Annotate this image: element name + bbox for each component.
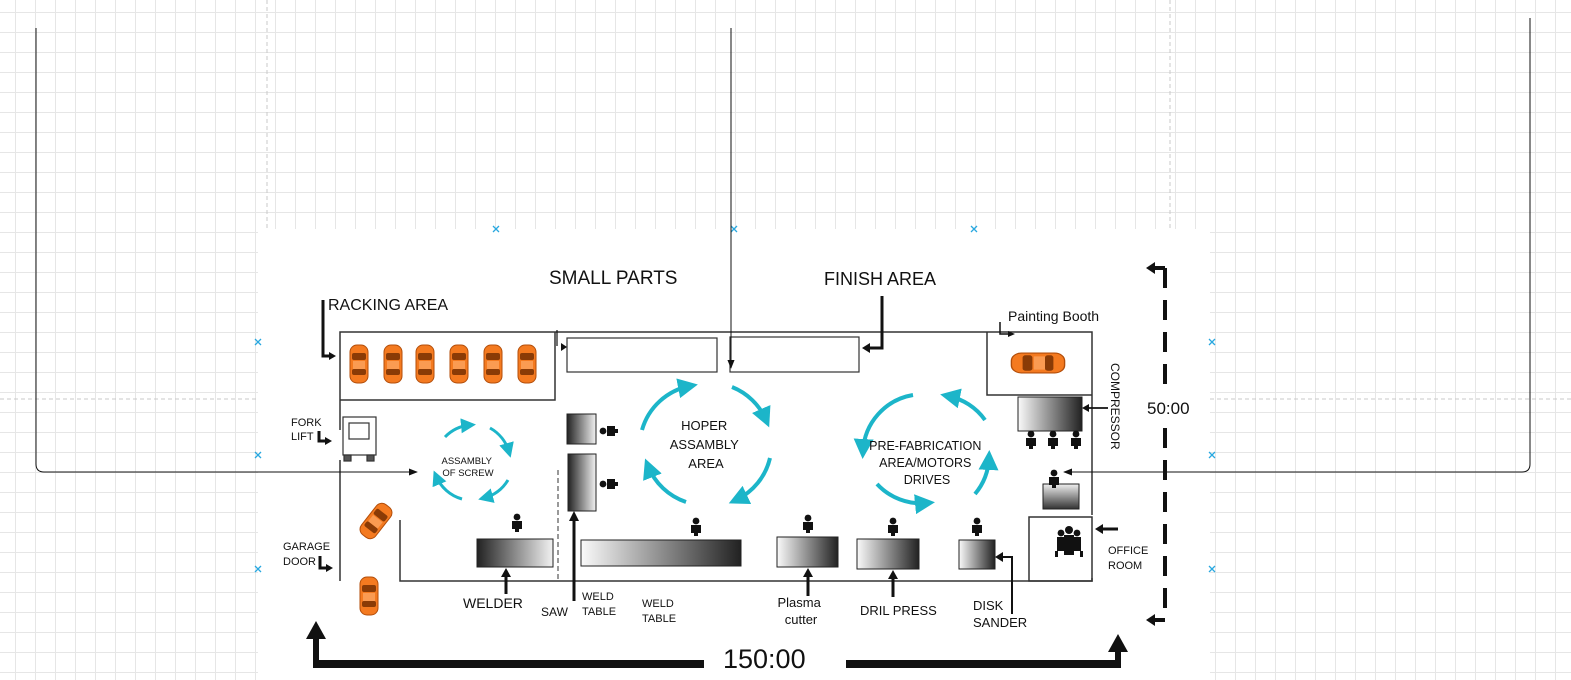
equipment [476, 396, 1083, 570]
small-parts-bin [566, 337, 718, 373]
disk-sander-table [958, 539, 996, 570]
people-group-icon [1055, 526, 1083, 557]
label-plasma-cutter: Plasma cutter [778, 595, 825, 627]
finish-area-bin [729, 336, 860, 373]
label-disk-sander: DISK SANDER [973, 598, 1027, 630]
selection-handle [970, 225, 978, 233]
label-hoper-assembly-area: HOPER ASSAMBLY AREA [670, 418, 743, 471]
plasma-cutter-table [776, 536, 839, 568]
label-weld-table-1: WELD TABLE [582, 591, 617, 618]
label-small-parts: SMALL PARTS [549, 268, 677, 289]
label-saw: SAW [541, 605, 569, 619]
selection-handles[interactable] [254, 225, 1216, 573]
forklift-icon [342, 416, 377, 462]
building-walls [339, 331, 1093, 582]
selection-handle [1208, 338, 1216, 346]
guide-lines [0, 0, 1571, 400]
flow-circle-screw [432, 418, 514, 503]
label-dril-press: DRIL PRESS [860, 603, 937, 618]
label-assembly-of-screw: ASSAMBLY OF SCREW [442, 456, 495, 479]
painting-booth-car [1010, 352, 1066, 374]
selection-handle [1208, 565, 1216, 573]
width-dimension-bg [1142, 394, 1194, 420]
label-width-dimension: 50:00 [1147, 399, 1190, 418]
connector-right [1063, 18, 1531, 476]
label-garage-door: GARAGE DOOR [283, 541, 333, 568]
label-fork-lift: FORK LIFT [291, 417, 325, 443]
selection-handle [254, 451, 262, 459]
flow-circle-hoper [640, 378, 772, 504]
selection-handle [492, 225, 500, 233]
weld-table-vertical [567, 453, 597, 512]
label-compressor: COMPRESSOR [1108, 363, 1122, 450]
width-dimension-line [1146, 262, 1167, 626]
car-icon [349, 344, 369, 384]
selection-handle [254, 565, 262, 573]
label-finish-area: FINISH AREA [824, 269, 936, 289]
pointer-arrowheads [325, 331, 1103, 579]
dril-press-table [856, 538, 920, 570]
label-welder: WELDER [463, 595, 523, 611]
car-icon [483, 344, 503, 384]
label-prefabrication-area: PRE-FABRICATION AREA/MOTORS DRIVES [869, 439, 985, 487]
car-icon [449, 344, 469, 384]
label-office-room: OFFICE ROOM [1108, 545, 1151, 572]
connector-lines[interactable] [35, 18, 1531, 476]
text-labels: RACKING AREA SMALL PARTS FINISH AREA Pai… [283, 268, 1190, 674]
label-painting-booth: Painting Booth [1008, 308, 1099, 324]
car-icon [1010, 352, 1066, 374]
selection-handle [254, 338, 262, 346]
weld-table-long [580, 539, 742, 567]
connector-left [35, 28, 418, 476]
selection-handle [1208, 451, 1216, 459]
car-icon [415, 344, 435, 384]
saw-station [566, 413, 597, 445]
label-racking-area: RACKING AREA [328, 297, 448, 314]
car-icon [383, 344, 403, 384]
selection-handle [730, 225, 738, 233]
label-weld-table-2: WELD TABLE [642, 598, 677, 625]
work-station [1042, 483, 1080, 510]
floor-plan-image[interactable] [258, 229, 1210, 680]
flow-circle-prefab [853, 388, 999, 515]
car-icon [517, 344, 537, 384]
welder-table [476, 538, 554, 568]
length-dimension-line [306, 621, 1128, 668]
label-length-dimension: 150:00 [723, 644, 806, 674]
car-icon [359, 576, 379, 616]
compressor-unit [1017, 396, 1083, 432]
